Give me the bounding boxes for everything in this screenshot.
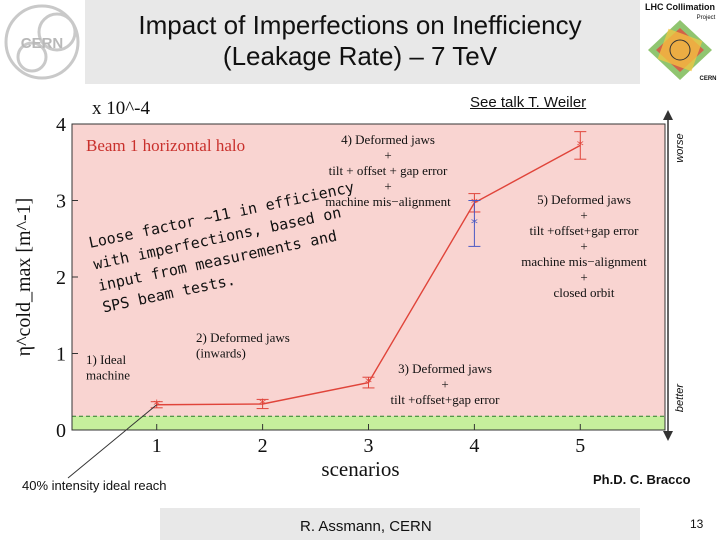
data-point: * [577,138,584,154]
y-multiplier-label: x 10^-4 [92,98,150,119]
lhc-logo-text2: Project [697,15,716,21]
footer-right [640,508,720,540]
scenario-label-line: + [580,239,587,254]
scenario-label-2: 2) Deformed jaws (inwards) [196,330,290,361]
scenario-label-line: tilt +offset+gap error [529,223,639,238]
scenario-label-line: tilt + offset + gap error [329,163,448,178]
credit-label: Ph.D. C. Bracco [593,472,691,487]
page-number: 13 [690,517,704,531]
scenario-label-3: 3) Deformed jaws + tilt +offset+gap error [390,361,500,407]
scenario-label-line: + [384,179,391,194]
plot-area: 1 2 3 4 5 0 1 2 3 4 scenarios η^cold_max [m^-1] x 10… [13,98,686,481]
data-point: * [153,398,160,414]
scenario-label-line: machine mis−alignment [325,194,451,209]
page-title: Impact of Imperfections on Inefficiency … [100,10,620,72]
scenario-label-4: 4) Deformed jaws + tilt + offset + gap err… [325,132,451,209]
scenario-label-line: + [580,208,587,223]
y-tick-label: 3 [56,191,66,213]
scenario-label-line: 2) Deformed jaws [196,330,290,345]
scenario-label-line: tilt +offset+gap error [390,392,500,407]
x-tick-label: 4 [469,435,479,457]
page-title-line1: Impact of Imperfections on Inefficiency [138,10,582,40]
intensity-label: 40% intensity ideal reach [22,478,167,493]
chart-title: Beam 1 horizontal halo [86,136,245,155]
scenario-label-line: 3) Deformed jaws [398,361,492,376]
see-talk-link[interactable]: See talk T. Weiler [470,94,587,111]
side-arrow-head-bottom [663,431,673,441]
scenario-label-1: 1) Ideal machine [86,352,130,383]
scenario-label-line: (inwards) [196,346,246,361]
side-arrow-bottom-label: better [674,383,686,412]
scenario-label-line: 4) Deformed jaws [341,132,435,147]
y-tick-label: 2 [56,267,66,289]
scenario-label-line: closed orbit [553,285,614,300]
y-axis-label: η^cold_max [m^-1] [13,198,35,357]
x-tick-label: 2 [258,435,268,457]
intensity-pointer [67,404,158,479]
scenario-label-line: 1) Ideal [86,352,126,367]
scenario-label-line: machine mis−alignment [521,254,647,269]
data-point: * [365,376,372,392]
footer-left [0,508,160,540]
scenario-label-line: + [580,270,587,285]
author-label: R. Assmann, CERN [300,518,432,535]
scenario-label-line: 5) Deformed jaws [537,192,631,207]
scenario-label-line: + [384,148,391,163]
y-tick-label: 0 [56,420,66,442]
y-tick-label: 4 [56,114,66,136]
x-tick-label: 5 [575,435,585,457]
data-point: * [259,397,266,413]
lhc-collimation-logo-icon: LHC Collimation Project CERN [640,0,720,84]
x-tick-label: 3 [364,435,374,457]
scenario-label-line: machine [86,368,130,383]
cern-logo-icon: CERN [4,4,80,80]
x-axis-label: scenarios [321,457,399,481]
extra-data-point: * [471,216,478,232]
green-band [72,416,665,430]
x-tick-label: 1 [152,435,162,457]
chart: 1 2 3 4 5 0 1 2 3 4 scenarios η^cold_max [m^-1] x 10… [13,98,686,481]
cern-logo-text: CERN [21,35,64,52]
scenario-label-5: 5) Deformed jaws + tilt +offset+gap error +… [521,192,647,300]
side-arrow-top-label: worse [674,133,686,162]
page-title-line2: (Leakage Rate) – 7 TeV [222,41,498,71]
lhc-logo-text1: LHC Collimation [645,2,715,12]
y-tick-label: 1 [56,344,66,366]
side-arrow-head-top [663,110,673,120]
header-band [85,0,640,84]
lhc-logo-text3: CERN [699,76,716,82]
scenario-label-line: + [441,377,448,392]
